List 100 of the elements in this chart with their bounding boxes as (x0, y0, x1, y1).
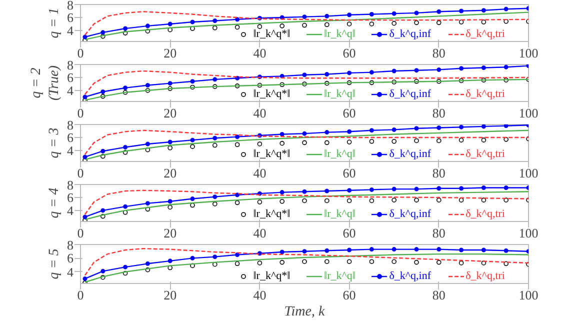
point (481, 124, 486, 129)
point (324, 259, 330, 264)
point (302, 131, 307, 136)
line-series (84, 130, 528, 160)
point (123, 26, 128, 31)
point (436, 260, 442, 265)
y-axis-title: q = 5 (47, 248, 62, 280)
point (168, 22, 172, 26)
legend-label: δ_k^q,inf (389, 28, 432, 40)
point (100, 268, 106, 274)
point (481, 138, 486, 142)
point (459, 66, 464, 71)
point (100, 148, 106, 154)
point (145, 201, 150, 206)
legend-label: ‖r_k^q*‖ (253, 28, 290, 40)
point (392, 186, 396, 192)
legend-label: δ_k^q,tri (466, 270, 505, 282)
x-tick-label: 20 (164, 166, 177, 180)
x-tick-label: 60 (342, 166, 356, 180)
point (369, 12, 374, 16)
point (235, 76, 240, 80)
x-tick-label: 0 (77, 166, 84, 180)
x-tick-label: 0 (77, 226, 84, 240)
point (324, 72, 330, 76)
x-tick-label: 0 (77, 106, 84, 120)
x-tick-label: 60 (342, 46, 356, 60)
point (257, 24, 262, 29)
x-tick-label: 100 (518, 46, 538, 60)
x-tick-label: 40 (253, 46, 266, 60)
point (504, 6, 508, 12)
point (123, 144, 128, 150)
line-series (84, 78, 528, 101)
point (392, 138, 396, 144)
point (302, 72, 307, 78)
legend-label: δ_k^q,inf (389, 88, 432, 100)
point (123, 86, 128, 90)
point (414, 126, 419, 131)
point (302, 189, 307, 194)
y-axis-title: q = 3 (47, 128, 62, 158)
point (369, 22, 374, 26)
x-tick-label: 100 (518, 288, 538, 302)
x-tick-label: 20 (164, 226, 177, 240)
point (302, 22, 307, 28)
point (190, 138, 195, 142)
point (458, 198, 464, 202)
series-label: ‖r_k^q*‖ (253, 88, 290, 100)
point (212, 136, 218, 140)
point (436, 9, 442, 14)
point (436, 247, 442, 252)
point (82, 214, 88, 220)
x-tick-label: 80 (432, 46, 446, 60)
point (100, 30, 106, 35)
x-tick-label: 0 (77, 46, 84, 60)
point (347, 12, 352, 18)
point (458, 138, 464, 142)
point (190, 20, 195, 24)
point (324, 22, 330, 28)
x-tick-label: 20 (164, 46, 177, 60)
x-tick-label: 80 (432, 106, 446, 120)
x-tick-label: 80 (432, 166, 446, 180)
point (504, 124, 508, 128)
point (436, 67, 442, 72)
legend-label: δ_k^q,tri (466, 28, 505, 40)
point (481, 198, 486, 202)
x-axis-title: Time, k (284, 304, 326, 320)
point (234, 261, 240, 266)
legend-label: ‖r_k^q*‖ (253, 148, 290, 160)
x-tick-label: 60 (342, 226, 356, 240)
point (458, 20, 464, 24)
point (235, 252, 240, 258)
x-tick-label: 0 (77, 288, 84, 302)
point (481, 66, 486, 70)
point (414, 186, 419, 192)
point (234, 142, 240, 148)
point (436, 198, 442, 202)
point (369, 70, 374, 75)
x-tick-label: 40 (253, 106, 266, 120)
point (392, 259, 396, 264)
series-label: ‖r_k^q‖ (324, 88, 356, 100)
point (168, 204, 172, 210)
y-axis-title: q = 1 (47, 8, 62, 38)
point (324, 140, 330, 146)
point (257, 142, 262, 146)
point (369, 138, 374, 144)
y-tick-label: 6 (67, 130, 74, 145)
point (347, 248, 352, 252)
y-tick-label: 8 (67, 58, 74, 72)
point (280, 198, 284, 204)
legend-label: ‖r_k^q‖ (324, 270, 356, 282)
point (280, 140, 284, 146)
point (168, 145, 172, 150)
series-label: δ_k^q,tri (466, 208, 505, 220)
point (235, 134, 240, 140)
point (212, 254, 218, 260)
point (346, 259, 352, 264)
point (414, 260, 419, 265)
point (504, 186, 508, 190)
point (212, 194, 218, 200)
y-axis-title: q = 2 (True) (29, 65, 62, 100)
point (346, 22, 352, 26)
